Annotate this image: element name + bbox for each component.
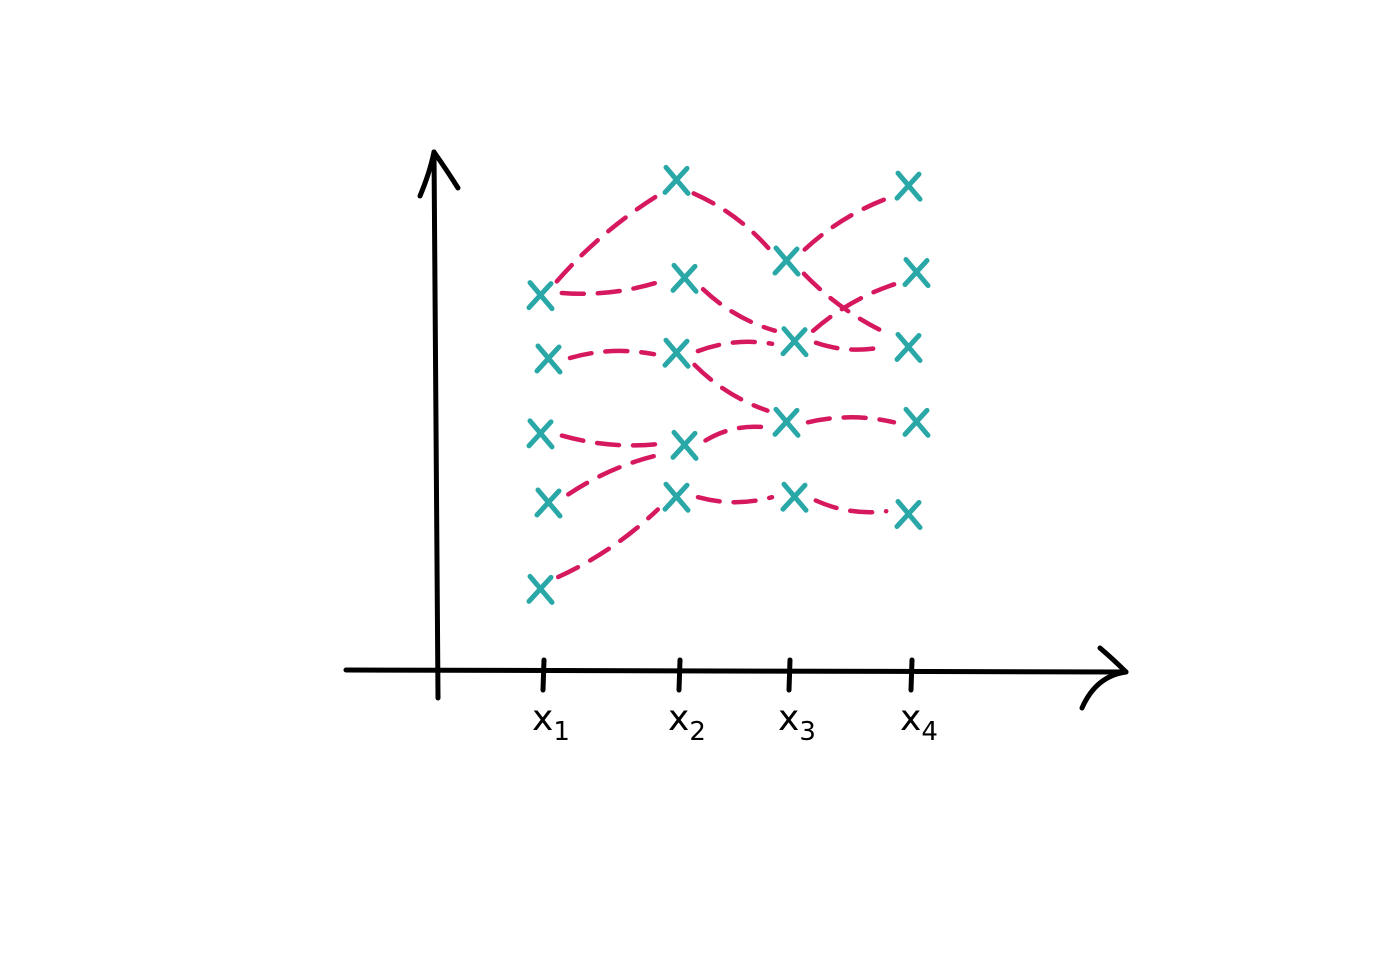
data-point-x4-4 [902,406,931,438]
data-point-x1-3 [526,418,555,450]
x-axis [343,667,1129,675]
link-line-1 [554,192,662,284]
link-line-7 [691,191,771,251]
marker-layer [526,164,931,605]
link-line-17 [805,415,897,425]
data-point-x3-2 [780,326,809,358]
x-axis-arrowhead [1079,645,1129,711]
link-line-4 [559,433,665,448]
link-line-15 [810,281,900,334]
link-line-6 [555,507,661,580]
link-layer [554,191,900,580]
x-tick-3 [786,657,793,693]
x-tick-2 [676,657,683,693]
link-line-16 [813,340,889,352]
link-line-18 [813,498,889,515]
x-tick-1 [540,657,547,693]
y-axis [431,149,441,701]
data-point-x4-3 [894,331,923,363]
data-point-x2-4 [670,429,699,461]
y-axis-arrowhead [417,149,461,199]
link-line-9 [695,339,775,354]
data-point-x3-1 [772,245,801,277]
x-tick-4 [908,657,915,693]
link-line-11 [703,424,767,443]
data-point-x2-1 [662,164,691,196]
link-line-8 [700,287,778,333]
data-point-x2-3 [662,337,691,369]
data-point-x3-4 [780,481,809,513]
x-tick-label-3: x3 [778,698,816,747]
link-line-3 [567,348,657,361]
data-point-x1-2 [534,343,563,375]
data-point-x4-5 [894,498,923,530]
data-point-x2-5 [662,481,691,513]
link-line-5 [566,451,666,497]
link-line-12 [695,494,775,505]
data-point-x4-2 [902,257,931,289]
x-tick-label-2: x2 [668,698,706,747]
data-point-x2-2 [670,262,699,294]
link-line-13 [802,195,892,252]
link-line-2 [559,278,665,297]
link-line-10 [692,362,770,413]
x-tick-label-1: x1 [532,698,570,747]
data-point-x1-4 [534,487,563,519]
data-point-x3-3 [772,406,801,438]
data-point-x4-1 [894,170,923,202]
data-point-x1-5 [526,573,555,605]
data-point-x1-1 [526,280,555,312]
x-tick-label-4: x4 [900,698,938,747]
tick-layer: x1 x2 x3 x4 [532,657,938,747]
